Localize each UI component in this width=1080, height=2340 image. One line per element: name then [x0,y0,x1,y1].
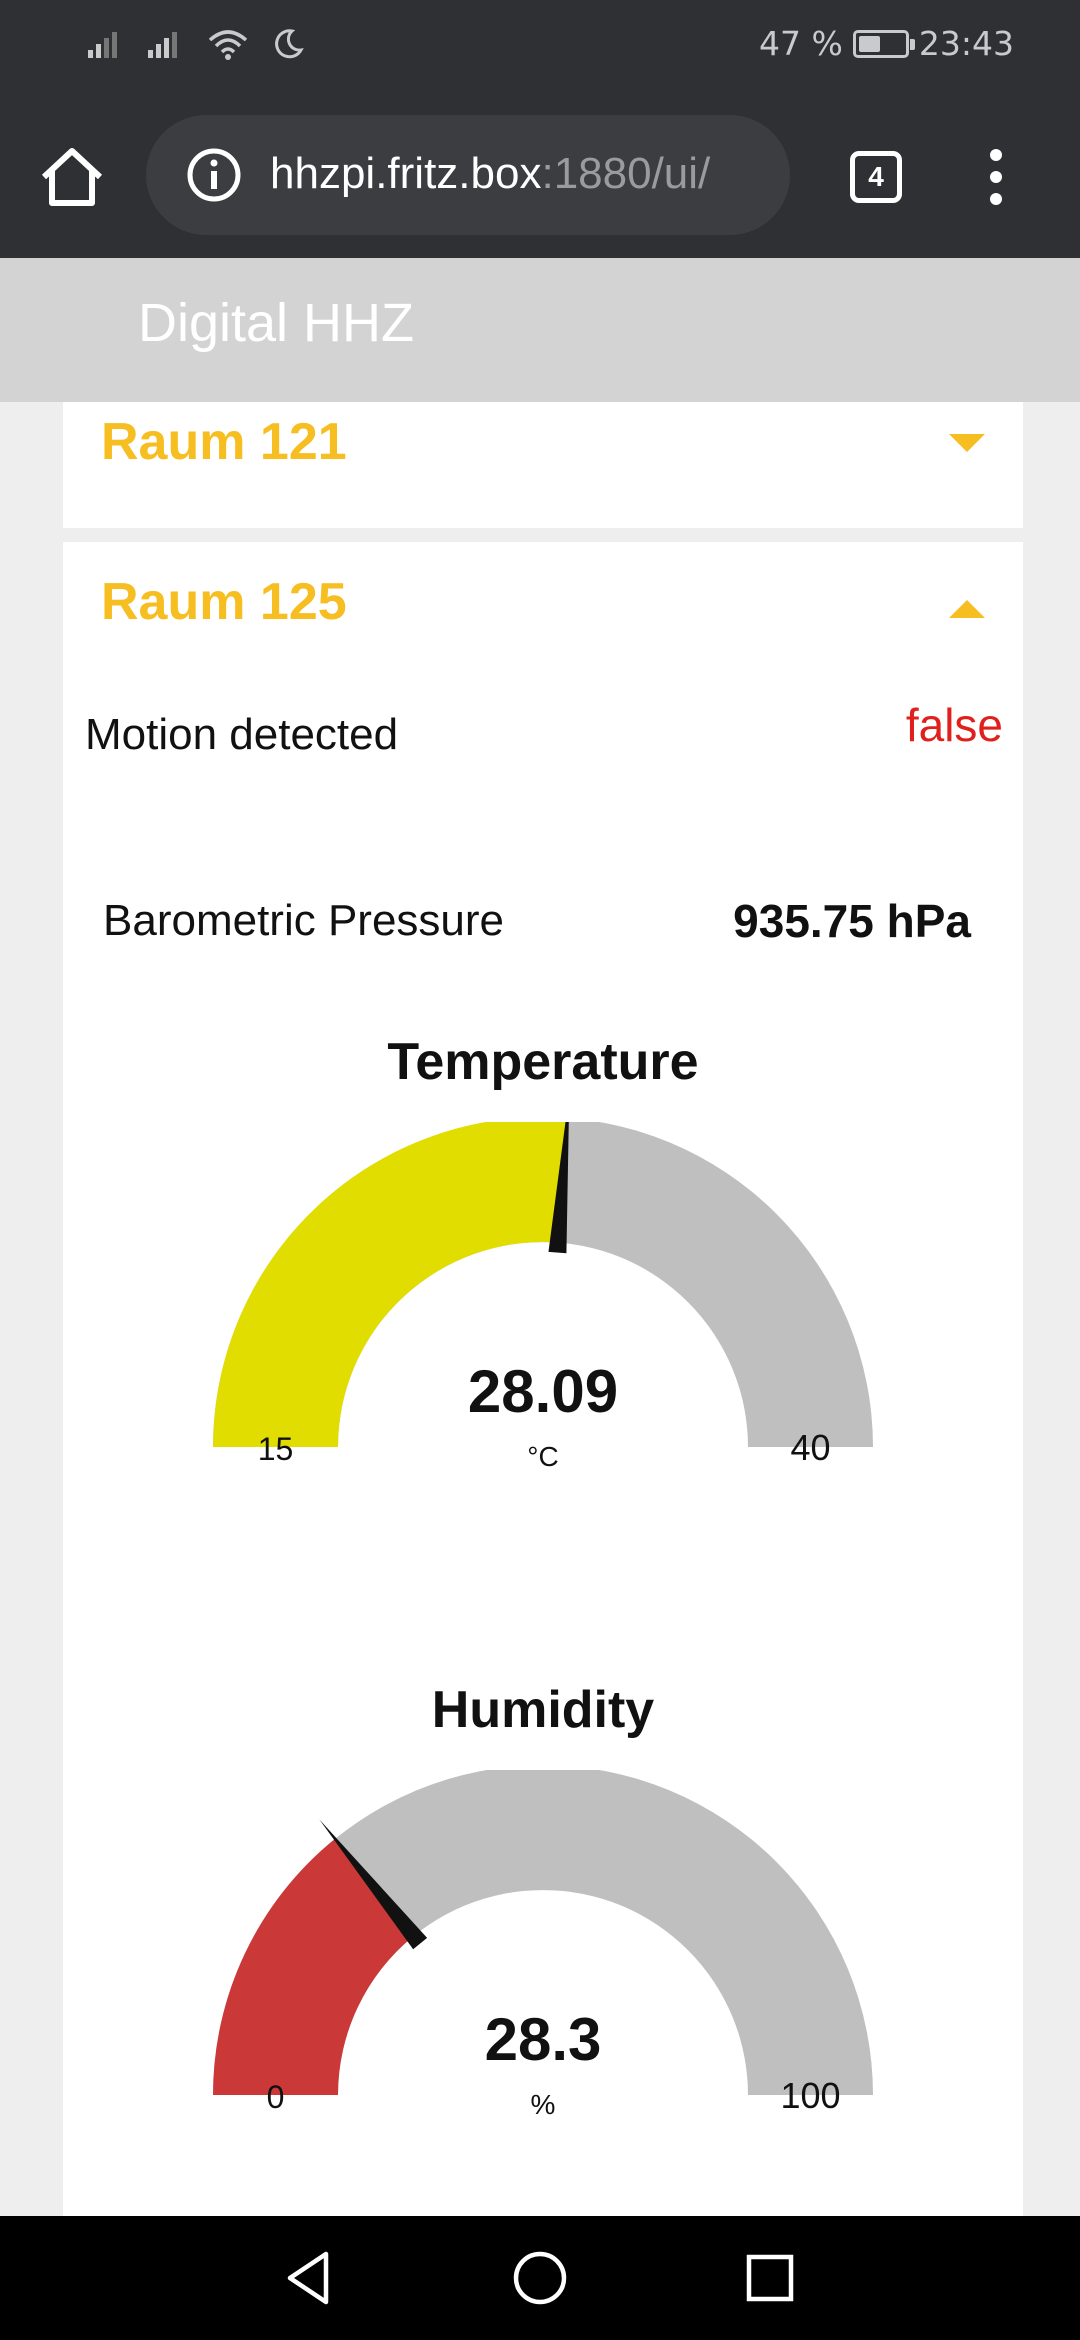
signal-icon [148,32,177,58]
group-title[interactable]: Raum 121 [101,413,347,471]
gauge-value: 28.09 [468,1358,618,1425]
gauge-max-label: 100 [780,2075,840,2116]
gauge-min-label: 15 [258,1431,294,1467]
battery-percent: 47 % [759,24,843,63]
battery-icon [852,29,915,58]
clock: 23:43 [918,24,1014,63]
gauge-unit: % [531,2089,556,2120]
navigation-bar [0,2216,1080,2340]
gauge-fill [213,1122,568,1447]
tab-count: 4 [868,161,884,192]
group-raum-121[interactable]: Raum 121 [63,402,1023,528]
temperature-gauge: 28.09 °C 15 40 [213,1122,873,1472]
home-nav-icon[interactable] [510,2248,570,2308]
caret-up-icon[interactable] [949,598,985,620]
tab-switcher-button[interactable]: 4 [850,151,902,203]
gauge-fill [213,1838,414,2095]
humidity-gauge: 28.3 % 0 100 [213,1770,873,2120]
status-bar: 47 % 23:43 [0,0,1080,95]
gauge-needle [319,1819,428,1950]
gauge-value: 28.3 [485,2006,602,2073]
gauge-max-label: 40 [790,1427,830,1468]
browser-toolbar: hhzpi.fritz.box:1880/ui/ 4 [0,95,1080,258]
recents-icon[interactable] [740,2248,800,2308]
temperature-gauge-title: Temperature [387,1033,699,1091]
url-text[interactable]: hhzpi.fritz.box:1880/ui/ [270,145,710,203]
wifi-icon [208,30,248,60]
back-icon[interactable] [280,2248,340,2308]
motion-label: Motion detected [85,710,399,759]
page-title: Digital HHZ [138,293,415,353]
pressure-label: Barometric Pressure [103,896,505,945]
group-title[interactable]: Raum 125 [101,573,347,631]
info-icon[interactable] [186,147,242,203]
gauge-needle [548,1122,569,1254]
more-vertical-icon[interactable] [972,147,1020,207]
signal-icon [88,32,117,58]
address-bar[interactable]: hhzpi.fritz.box:1880/ui/ [146,115,790,235]
battery-level [858,35,880,52]
caret-down-icon[interactable] [949,432,985,454]
group-raum-125: Raum 125 Motion detected false Barometri… [63,542,1023,2216]
url-path: :1880/ui/ [541,149,711,198]
motion-value: false [905,699,1003,751]
humidity-gauge-title: Humidity [431,1681,655,1739]
gauge-min-label: 0 [267,2079,285,2115]
moon-icon [275,29,304,59]
dashboard-header: Digital HHZ [0,258,1080,402]
url-host: hhzpi.fritz.box [270,149,542,198]
gauge-unit: °C [527,1441,558,1472]
home-icon[interactable] [36,141,108,213]
gauge-track [213,1770,873,2095]
pressure-value: 935.75 hPa [733,895,971,947]
